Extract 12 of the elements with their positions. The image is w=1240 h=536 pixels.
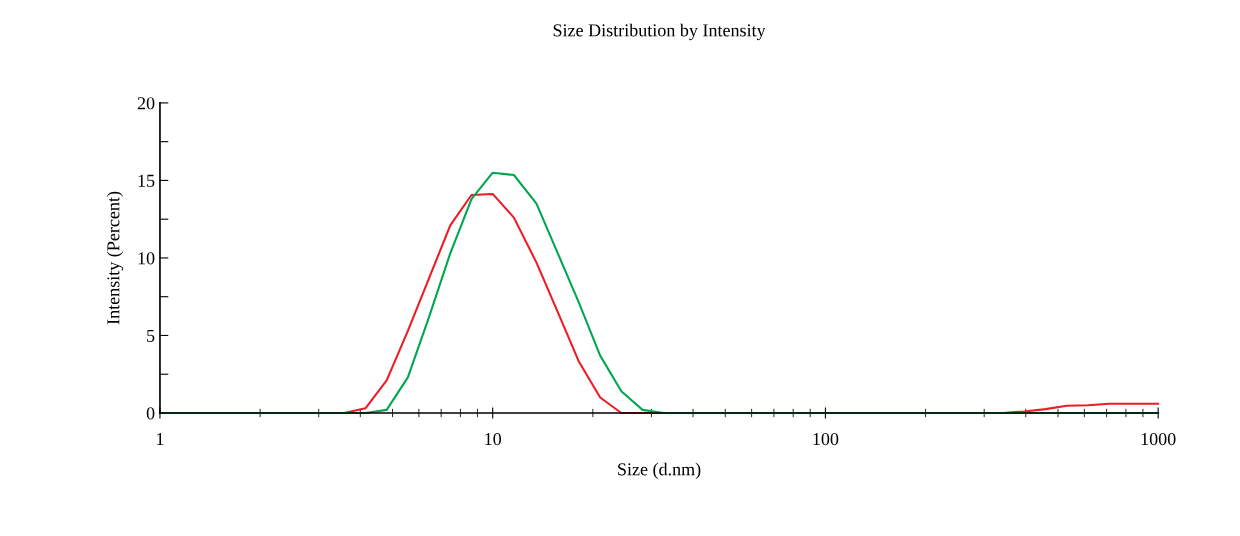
y-tick-label: 20 — [137, 97, 155, 110]
chart-title: Size Distribution by Intensity — [553, 23, 766, 41]
x-tick-label: 100 — [813, 432, 839, 446]
y-axis-title: Intensity (Percent) — [106, 191, 124, 325]
x-tick-label: 1 — [157, 433, 164, 445]
y-tick-label: 15 — [138, 174, 155, 187]
y-tick-label: 5 — [147, 329, 155, 342]
x-tick-label: 10 — [485, 432, 502, 446]
y-tick-label: 0 — [146, 407, 155, 420]
x-axis-title: Size (d.nm) — [618, 462, 701, 480]
x-tick-label: 1000 — [1141, 432, 1176, 446]
y-tick-label: 10 — [138, 252, 155, 265]
